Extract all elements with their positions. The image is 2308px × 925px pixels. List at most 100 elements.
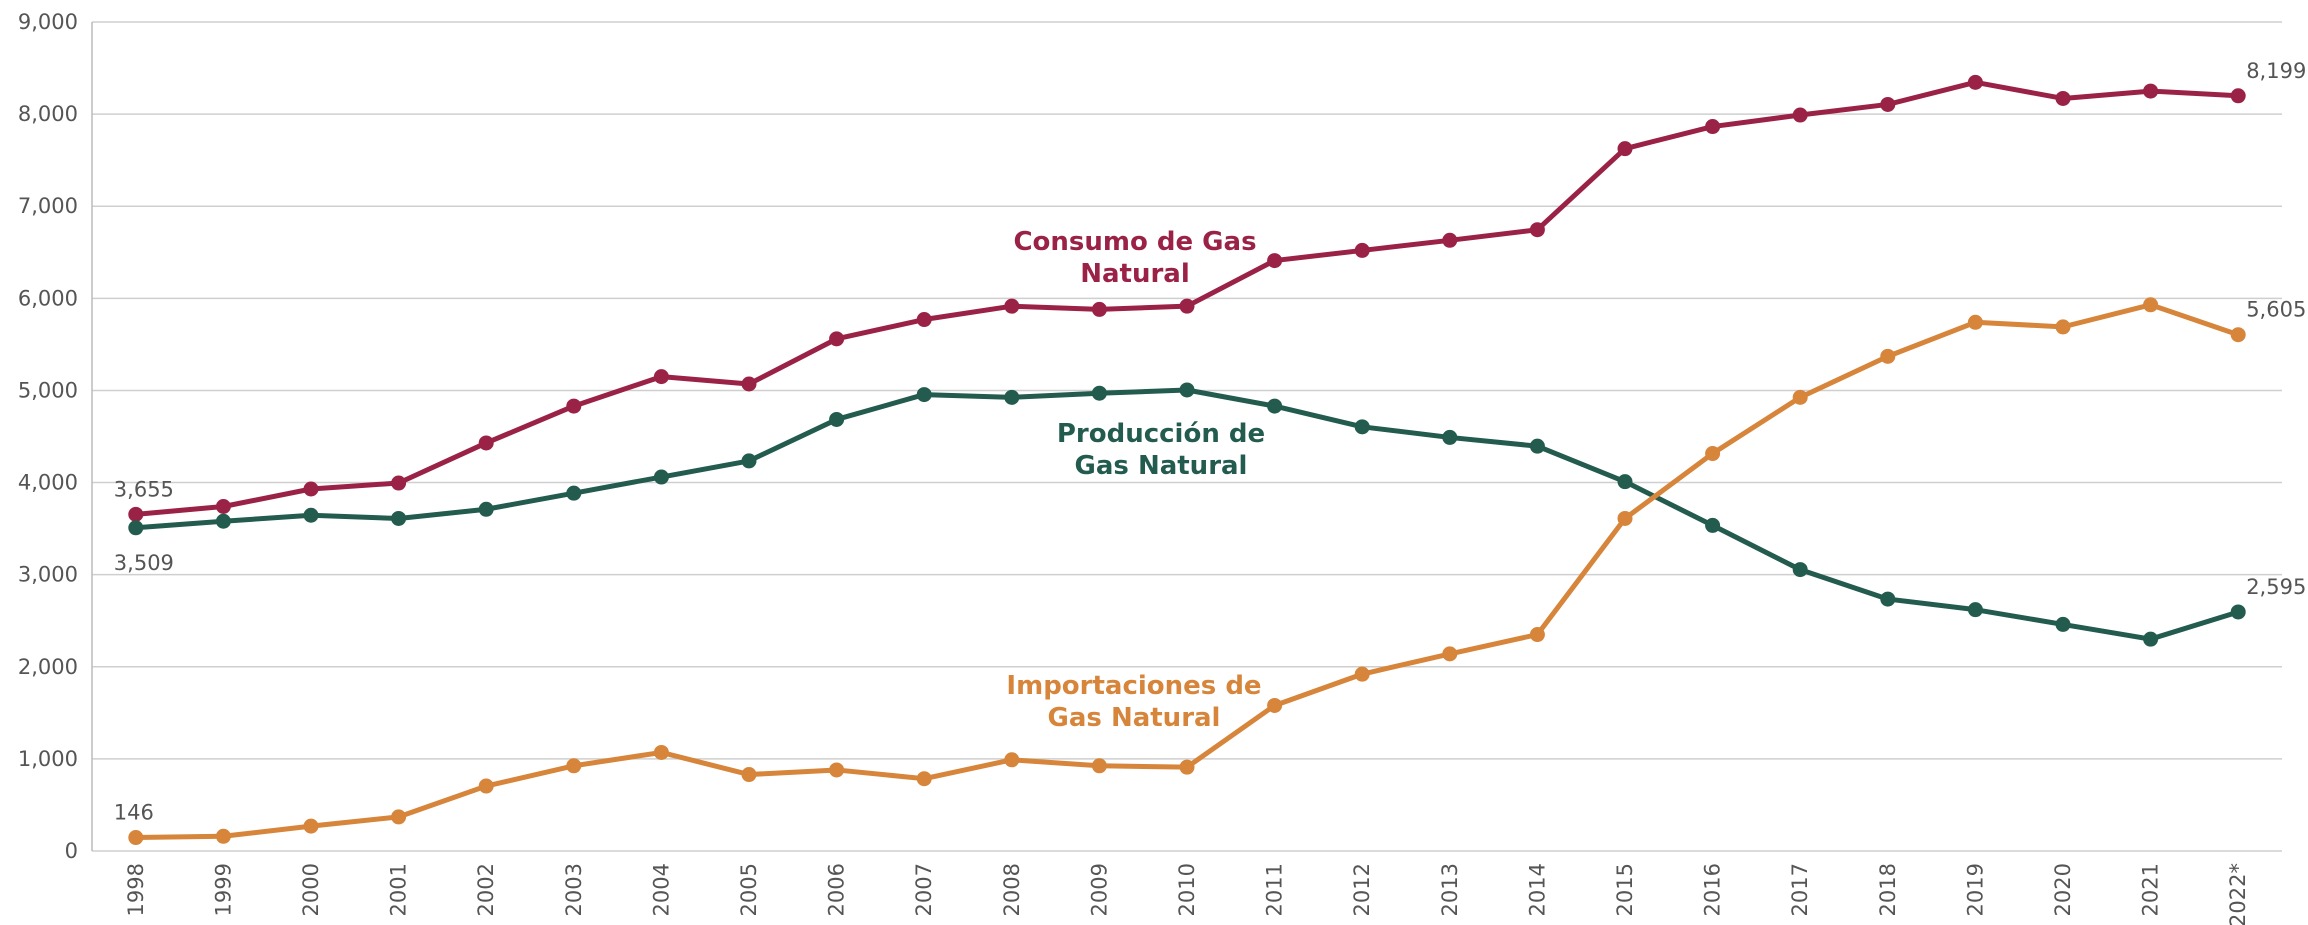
point <box>1354 242 1370 258</box>
x-tick-label: 2009 <box>1087 863 1111 916</box>
x-tick-label: 2010 <box>1175 863 1199 916</box>
series-label: Consumo de Gas Natural <box>1013 227 1257 289</box>
point <box>2055 319 2071 335</box>
point <box>303 507 319 523</box>
point <box>741 376 757 392</box>
point <box>829 411 845 427</box>
series-label: Importaciones de Gas Natural <box>1006 671 1262 733</box>
point <box>303 818 319 834</box>
x-tick-label: 2015 <box>1613 863 1637 916</box>
x-tick-label: 2003 <box>562 863 586 916</box>
value-label: 2,595 <box>2246 575 2306 599</box>
point <box>1091 385 1107 401</box>
point <box>478 778 494 794</box>
point <box>1792 107 1808 123</box>
point <box>478 501 494 517</box>
point <box>303 481 319 497</box>
y-tick-label: 7,000 <box>18 194 78 218</box>
point <box>2230 327 2246 343</box>
point <box>1179 298 1195 314</box>
y-tick-label: 6,000 <box>18 286 78 310</box>
y-tick-label: 3,000 <box>18 563 78 587</box>
point <box>1792 389 1808 405</box>
point <box>566 485 582 501</box>
point <box>2143 297 2159 313</box>
point <box>1091 301 1107 317</box>
point <box>215 513 231 529</box>
point <box>391 510 407 526</box>
y-tick-label: 2,000 <box>18 655 78 679</box>
x-tick-label: 2013 <box>1438 863 1462 916</box>
point <box>916 312 932 328</box>
point <box>128 520 144 536</box>
y-tick-label: 0 <box>65 839 78 863</box>
x-tick-label: 2006 <box>825 863 849 916</box>
point <box>2055 90 2071 106</box>
x-tick-label: 2020 <box>2051 863 2075 916</box>
point <box>1529 627 1545 643</box>
point <box>1442 646 1458 662</box>
point <box>829 331 845 347</box>
point <box>1004 389 1020 405</box>
value-label: 5,605 <box>2246 298 2306 322</box>
point <box>1267 398 1283 414</box>
point <box>916 387 932 403</box>
x-tick-label: 2011 <box>1263 863 1287 916</box>
y-tick-label: 5,000 <box>18 378 78 402</box>
point <box>1792 562 1808 578</box>
point <box>391 809 407 825</box>
y-tick-label: 1,000 <box>18 747 78 771</box>
x-tick-label: 2021 <box>2139 863 2163 916</box>
point <box>1354 419 1370 435</box>
x-tick-label: 2004 <box>649 863 673 916</box>
y-tick-label: 8,000 <box>18 102 78 126</box>
point <box>1617 474 1633 490</box>
point <box>128 506 144 522</box>
x-tick-label: 1998 <box>124 863 148 916</box>
point <box>1267 253 1283 269</box>
series-label: Producción de Gas Natural <box>1056 419 1266 481</box>
x-tick-label: 2005 <box>737 863 761 916</box>
point <box>741 767 757 783</box>
point <box>1705 119 1721 135</box>
x-tick-label: 2007 <box>912 863 936 916</box>
point <box>1880 348 1896 364</box>
point <box>215 499 231 515</box>
point <box>1179 382 1195 398</box>
point <box>215 828 231 844</box>
x-tick-label: 2002 <box>474 863 498 916</box>
point <box>1617 510 1633 526</box>
point <box>1967 74 1983 90</box>
point <box>1880 591 1896 607</box>
point <box>1267 697 1283 713</box>
x-tick-label: 2019 <box>1963 863 1987 916</box>
y-tick-label: 9,000 <box>18 10 78 34</box>
point <box>1442 232 1458 248</box>
point <box>1617 141 1633 157</box>
point <box>1705 517 1721 533</box>
value-label: 3,509 <box>114 551 174 575</box>
point <box>1705 446 1721 462</box>
point <box>2055 616 2071 632</box>
point <box>916 771 932 787</box>
point <box>1967 602 1983 618</box>
point <box>2230 88 2246 104</box>
x-tick-label: 2000 <box>299 863 323 916</box>
point <box>2143 631 2159 647</box>
point <box>1091 758 1107 774</box>
y-tick-label: 4,000 <box>18 471 78 495</box>
point <box>1004 752 1020 768</box>
point <box>2143 83 2159 99</box>
point <box>653 369 669 385</box>
point <box>829 762 845 778</box>
point <box>653 744 669 760</box>
point <box>1179 759 1195 775</box>
x-tick-label: 2018 <box>1876 863 1900 916</box>
point <box>128 830 144 846</box>
x-tick-label: 1999 <box>211 863 235 916</box>
point <box>1529 222 1545 238</box>
point <box>1442 429 1458 445</box>
x-tick-label: 2017 <box>1788 863 1812 916</box>
